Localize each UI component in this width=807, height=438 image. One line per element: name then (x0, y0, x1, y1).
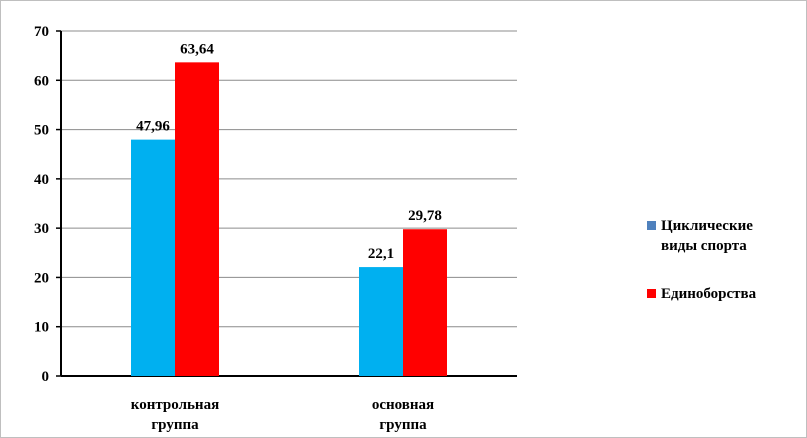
data-label: 29,78 (408, 208, 442, 224)
y-tick-label: 50 (34, 123, 49, 139)
y-tick-label: 40 (34, 172, 49, 188)
legend-label-line: Единоборства (661, 286, 757, 302)
x-axis-categories: контрольная группа основная группа (131, 397, 434, 433)
legend-label-martial-arts: Единоборства (661, 284, 756, 304)
gridlines (61, 30, 517, 328)
y-axis-ticks: 0 10 20 30 40 50 60 70 (34, 24, 61, 385)
legend: Циклические виды спорта Единоборства (647, 216, 806, 332)
legend-item-martial-arts: Единоборства (647, 284, 806, 304)
y-tick-label: 70 (34, 24, 49, 40)
x-category-label: группа (151, 417, 199, 433)
data-label: 63,64 (180, 41, 214, 57)
data-labels: 47,96 63,64 22,1 29,78 (136, 41, 442, 262)
legend-label-cyclic-sports: Циклические виды спорта (661, 216, 753, 256)
bar (175, 62, 219, 377)
bar (403, 229, 447, 376)
bar (131, 139, 175, 376)
data-label: 22,1 (368, 246, 394, 262)
bar (359, 267, 403, 376)
y-tick-label: 20 (34, 270, 49, 286)
x-category-label: основная (372, 397, 434, 413)
legend-swatch-cyclic-sports (647, 221, 656, 230)
bars (131, 62, 447, 377)
y-tick-label: 10 (34, 320, 49, 336)
legend-label-line: виды спорта (661, 238, 747, 254)
legend-item-cyclic-sports: Циклические виды спорта (647, 216, 806, 256)
legend-swatch-martial-arts (647, 289, 656, 298)
y-tick-label: 30 (34, 221, 49, 237)
x-category-label: контрольная (131, 397, 219, 413)
data-label: 47,96 (136, 119, 170, 135)
x-category-label: группа (379, 417, 427, 433)
y-tick-label: 0 (42, 369, 50, 385)
legend-label-line: Циклические (661, 218, 753, 234)
axes (60, 31, 517, 377)
y-tick-label: 60 (34, 73, 49, 89)
